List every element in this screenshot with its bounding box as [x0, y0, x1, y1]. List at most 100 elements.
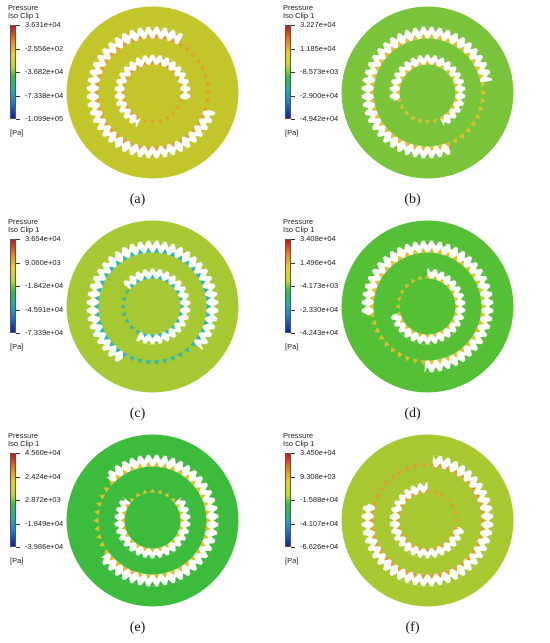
outer-gear-tooth: [405, 37, 411, 44]
outer-gear-tooth: [369, 525, 375, 532]
outer-gear-tooth: [480, 509, 486, 516]
inner-ring-tooth: [161, 338, 167, 344]
inner-gear-tooth: [149, 488, 156, 493]
ring-gear-tooth: [365, 328, 372, 335]
ring-gear-tooth: [361, 517, 367, 524]
inner-gear-tooth: [424, 60, 431, 65]
ring-gear-tooth: [415, 366, 422, 373]
inner-gear-tooth: [417, 61, 423, 67]
inner-ring-tooth: [153, 126, 160, 131]
ring-gear-tooth: [488, 89, 494, 96]
inner-ring-tooth: [458, 105, 464, 111]
inner-ring-tooth: [116, 74, 122, 80]
ring-gear-tooth: [189, 38, 196, 45]
outer-gear-tooth: [390, 260, 397, 267]
inner-gear-tooth: [149, 120, 156, 125]
ring-gear-tooth: [365, 114, 372, 121]
outer-gear-tooth: [369, 81, 375, 88]
inner-gear-tooth: [455, 303, 460, 310]
legend-title: Pressure: [283, 431, 314, 440]
ring-gear-tooth: [200, 477, 207, 484]
inner-ring-tooth: [436, 338, 442, 344]
outer-gear-tooth: [428, 33, 435, 39]
outer-gear-tooth: [398, 41, 403, 48]
ring-gear-tooth: [213, 89, 219, 96]
legend-tick-label: -2.330e+04: [300, 304, 339, 314]
outer-gear-tooth: [161, 34, 168, 41]
ring-gear-tooth: [132, 151, 139, 157]
ring-gear-tooth: [363, 500, 369, 507]
inner-ring-tooth: [131, 549, 136, 555]
ring-gear-tooth: [88, 320, 94, 327]
ring-gear-tooth: [124, 362, 131, 369]
ring-gear-tooth: [449, 244, 456, 251]
ring-gear-tooth: [475, 49, 482, 56]
inner-gear-tooth: [157, 61, 163, 67]
ring-gear-tooth: [200, 129, 207, 136]
outer-gear-tooth: [452, 565, 457, 572]
inner-ring-tooth: [450, 545, 455, 551]
ring-gear-tooth: [424, 240, 431, 246]
outer-gear-tooth: [203, 105, 209, 112]
inner-ring-tooth: [138, 552, 144, 558]
ring-gear-tooth: [86, 303, 92, 310]
legend-tick-mark: [291, 309, 295, 310]
inner-ring-tooth: [444, 58, 449, 64]
inner-ring-tooth: [145, 340, 152, 345]
ring-gear-tooth: [98, 263, 105, 270]
outer-gear-tooth: [474, 494, 481, 500]
outer-gear-tooth: [109, 266, 115, 272]
ring-gear-tooth: [212, 294, 219, 301]
ring-gear-tooth: [124, 148, 131, 155]
panel-caption: (f): [405, 620, 420, 635]
inner-gear-tooth: [180, 303, 185, 310]
legend-tick-label: -1.099e+05: [25, 114, 64, 123]
inner-ring-tooth: [428, 126, 435, 131]
inner-gear-tooth: [395, 517, 400, 524]
ring-gear-tooth: [464, 252, 471, 259]
outer-gear-tooth: [109, 341, 115, 347]
ring-gear-tooth: [457, 461, 464, 468]
outer-gear-tooth: [398, 351, 403, 358]
colorbar: [285, 239, 291, 333]
outer-gear-tooth: [169, 141, 175, 148]
ring-gear-tooth: [166, 579, 173, 585]
ring-gear-tooth: [487, 508, 494, 515]
ring-gear-tooth: [449, 148, 456, 155]
ring-gear-tooth: [378, 471, 385, 478]
outer-gear-tooth: [436, 462, 443, 469]
outer-gear-tooth: [109, 127, 115, 133]
outer-gear-tooth: [99, 280, 106, 286]
ring-gear-tooth: [391, 461, 398, 468]
inner-ring-tooth: [138, 338, 144, 344]
central-hub: [125, 493, 180, 548]
outer-gear-tooth: [190, 52, 196, 58]
inner-ring-tooth: [413, 552, 419, 558]
outer-gear-tooth: [452, 469, 457, 476]
inner-ring-tooth: [185, 81, 191, 88]
inner-ring-tooth: [420, 126, 427, 131]
ring-gear-tooth: [449, 458, 456, 465]
ring-gear-tooth: [90, 278, 97, 285]
legend-unit: [Pa]: [285, 556, 299, 565]
inner-gear-tooth: [157, 275, 163, 281]
inner-gear-tooth: [164, 115, 169, 121]
ring-gear-tooth: [407, 242, 414, 248]
legend-tick-label: 3.227e+04: [300, 20, 336, 29]
inner-ring-tooth: [395, 495, 400, 501]
result-panel: Pressure Iso Clip 1 3.408e+04 1.496e+04 -4.1…: [275, 214, 550, 428]
inner-gear-tooth: [424, 274, 431, 279]
inner-gear-tooth: [170, 324, 176, 330]
outer-gear-tooth: [390, 346, 397, 353]
ring-gear-tooth: [480, 336, 487, 343]
legend-tick-label: -1.842e+04: [25, 281, 64, 290]
outer-gear-tooth: [478, 287, 484, 294]
ring-gear-tooth: [103, 135, 110, 142]
ring-gear-tooth: [158, 366, 165, 373]
outer-gear-tooth: [368, 89, 374, 96]
ring-gear-tooth: [149, 153, 156, 159]
inner-gear-tooth: [445, 110, 451, 116]
inner-ring-tooth: [458, 288, 464, 294]
result-panel: Pressure Iso Clip 1 3.631e+04 -2.556e+02 -3.…: [0, 0, 275, 214]
outer-gear-tooth: [405, 141, 411, 148]
